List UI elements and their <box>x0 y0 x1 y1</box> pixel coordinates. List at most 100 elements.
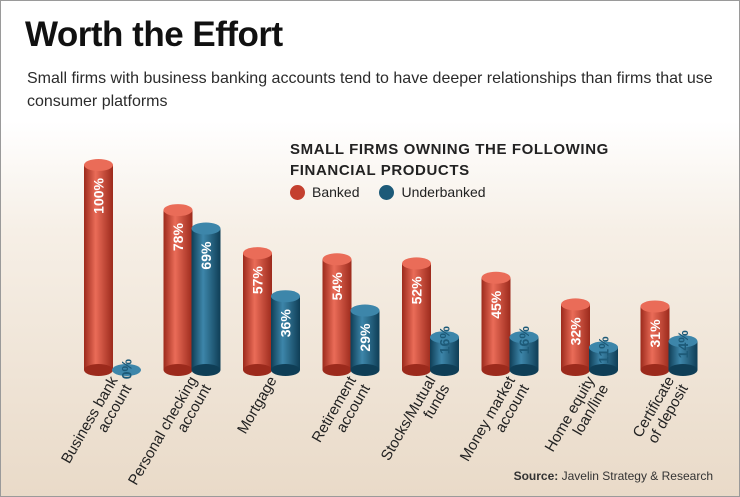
category-label-2: Mortgage <box>234 374 280 437</box>
bar-bottom-banked-1 <box>163 364 193 376</box>
bar-underbanked-7 <box>668 335 698 376</box>
bar-banked-3 <box>322 253 352 376</box>
bar-cap-underbanked-4 <box>430 331 459 344</box>
bar-bottom-banked-6 <box>561 364 590 376</box>
category-label-3: Retirementaccount <box>309 373 375 454</box>
page-title: Worth the Effort <box>25 15 283 54</box>
bar-body-banked-7 <box>640 306 670 370</box>
bar-underbanked-4 <box>430 331 459 376</box>
value-label-underbanked-0: 0% <box>119 358 135 379</box>
bar-cap-banked-2 <box>243 247 272 260</box>
value-label-banked-5: 45% <box>488 290 504 319</box>
value-label-banked-3: 54% <box>329 272 345 301</box>
category-label-0: Business bankaccount <box>58 373 136 475</box>
legend-item-banked: Banked <box>290 184 359 200</box>
bar-body-banked-6 <box>561 304 590 370</box>
value-label-underbanked-3: 29% <box>357 323 373 352</box>
bar-body-banked-3 <box>322 259 352 370</box>
bar-body-underbanked-2 <box>271 296 300 370</box>
legend-label-banked: Banked <box>312 184 360 200</box>
bar-bottom-underbanked-2 <box>271 364 300 376</box>
value-label-underbanked-1: 69% <box>198 241 214 270</box>
category-label-4: Stocks/Mutualfunds <box>378 374 454 472</box>
bar-bottom-banked-5 <box>481 364 511 376</box>
bar-cap-underbanked-0 <box>112 364 141 376</box>
bar-cap-underbanked-3 <box>350 304 380 317</box>
bar-cap-banked-4 <box>402 257 431 270</box>
bar-body-banked-5 <box>481 277 511 370</box>
chart-title: SMALL FIRMS OWNING THE FOLLOWING FINANCI… <box>290 139 609 181</box>
bar-underbanked-0 <box>112 364 141 376</box>
bar-bottom-banked-4 <box>402 364 431 376</box>
legend-item-underbanked: Underbanked <box>379 184 486 200</box>
bar-banked-0 <box>84 159 113 376</box>
bar-bottom-banked-7 <box>640 364 670 376</box>
bar-banked-4 <box>402 257 431 376</box>
category-label-6: Home equityloan/line <box>542 373 613 463</box>
subtitle: Small firms with business banking accoun… <box>27 70 713 110</box>
bar-bottom-banked-0 <box>84 364 113 376</box>
bar-cap-underbanked-6 <box>589 341 618 354</box>
bar-bottom-banked-2 <box>243 364 272 376</box>
bar-cap-banked-7 <box>640 300 670 313</box>
bar-body-underbanked-3 <box>350 310 380 370</box>
bar-cap-banked-1 <box>163 204 193 217</box>
bar-underbanked-6 <box>589 341 618 376</box>
bar-banked-7 <box>640 300 670 376</box>
source-text: Javelin Strategy & Research <box>561 469 713 483</box>
bar-cap-banked-6 <box>561 298 590 311</box>
bar-cap-banked-5 <box>481 271 511 284</box>
legend-label-underbanked: Underbanked <box>401 184 486 200</box>
value-label-banked-4: 52% <box>409 276 425 305</box>
bar-banked-6 <box>561 298 590 376</box>
bar-bottom-underbanked-5 <box>509 364 539 376</box>
value-label-underbanked-5: 16% <box>516 326 532 355</box>
bar-underbanked-3 <box>350 304 380 376</box>
bar-body-banked-0 <box>84 165 113 370</box>
bar-underbanked-1 <box>191 222 221 376</box>
bar-cap-underbanked-7 <box>668 335 698 348</box>
legend-swatch-banked <box>290 184 305 200</box>
bar-underbanked-2 <box>271 290 300 376</box>
source-label: Source: <box>513 469 559 483</box>
source-note: Source: Javelin Strategy & Research <box>514 469 713 483</box>
bar-cap-underbanked-5 <box>509 331 539 344</box>
bar-body-underbanked-6 <box>589 347 618 370</box>
bar-banked-2 <box>243 247 272 376</box>
category-label-1: Personal checkingaccount <box>125 373 215 496</box>
bar-banked-5 <box>481 271 511 376</box>
bar-cap-underbanked-1 <box>191 222 221 235</box>
value-label-banked-2: 57% <box>250 266 266 295</box>
chart-title-line-1: SMALL FIRMS OWNING THE FOLLOWING <box>290 141 609 158</box>
bar-body-banked-1 <box>163 210 193 370</box>
bar-body-banked-2 <box>243 253 272 370</box>
chart-legend: Banked Underbanked <box>290 184 506 200</box>
value-label-banked-6: 32% <box>568 317 584 346</box>
bar-cap-underbanked-2 <box>271 290 300 303</box>
bar-body-underbanked-1 <box>191 228 221 370</box>
bar-bottom-banked-3 <box>322 364 352 376</box>
category-label-5: Money marketaccount <box>457 373 534 473</box>
bar-bottom-underbanked-6 <box>589 364 618 376</box>
bar-cap-banked-0 <box>84 159 113 171</box>
category-label-7: Certificateof deposit <box>629 373 692 449</box>
value-label-underbanked-2: 36% <box>278 309 294 338</box>
value-label-underbanked-4: 16% <box>437 326 453 355</box>
bar-bottom-underbanked-7 <box>668 364 698 376</box>
bar-bottom-underbanked-4 <box>430 364 459 376</box>
value-label-underbanked-7: 14% <box>675 330 691 359</box>
bar-underbanked-5 <box>509 331 539 376</box>
legend-swatch-underbanked <box>379 184 395 200</box>
chart-title-line-2: FINANCIAL PRODUCTS <box>290 162 470 179</box>
value-label-underbanked-6: 11% <box>596 336 612 364</box>
bar-bottom-underbanked-3 <box>350 364 380 376</box>
value-label-banked-1: 78% <box>170 223 186 252</box>
bar-body-banked-4 <box>402 263 431 370</box>
bar-cap-banked-3 <box>322 253 352 266</box>
bar-banked-1 <box>163 204 193 376</box>
bar-bottom-underbanked-1 <box>191 364 221 376</box>
value-label-banked-0: 100% <box>91 177 107 213</box>
value-label-banked-7: 31% <box>647 319 663 348</box>
